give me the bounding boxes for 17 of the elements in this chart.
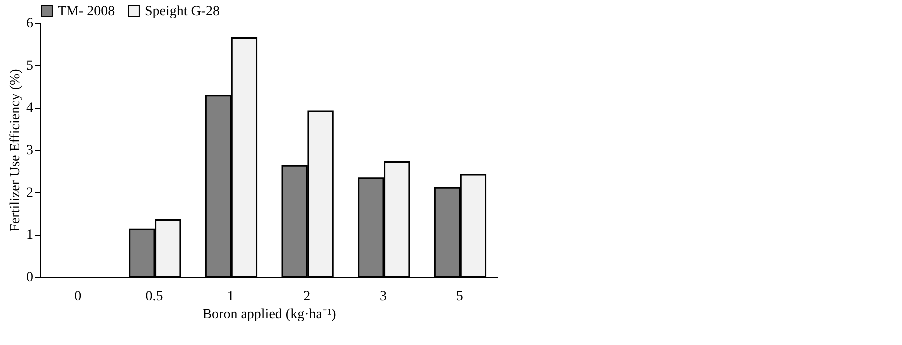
x-tick-label: 2 [304, 290, 311, 304]
x-axis-title: Boron applied (kg·ha⁻¹) [202, 308, 337, 322]
legend-label: TM- 2008 [58, 4, 116, 20]
y-tick-label: 2 [26, 186, 34, 201]
legend-label: Speight G-28 [145, 4, 220, 20]
x-tick-label: 1 [227, 290, 234, 304]
y-tick-label: 3 [26, 144, 34, 158]
y-tick-label: 1 [26, 228, 34, 244]
x-tick-label: 5 [456, 290, 464, 304]
x-tick-label: 3 [380, 290, 387, 304]
x-tick-label: 0 [74, 290, 82, 304]
y-axis-title: Fertilizer Use Efficiency (%) [8, 68, 24, 232]
y-tick-label: 6 [26, 16, 34, 32]
y-tick-label: 4 [26, 101, 34, 116]
y-tick-label: 0 [26, 270, 34, 286]
x-tick-label: 0.5 [146, 290, 164, 304]
y-tick-label: 5 [26, 58, 34, 74]
